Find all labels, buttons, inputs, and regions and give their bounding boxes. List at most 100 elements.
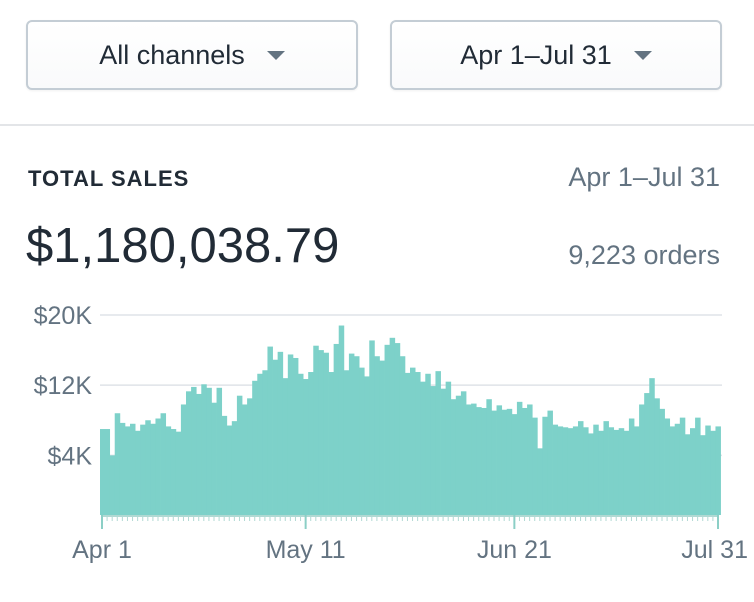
bar xyxy=(481,407,487,515)
bar xyxy=(450,399,457,515)
bar xyxy=(313,345,319,515)
bar xyxy=(140,424,146,515)
bar xyxy=(180,404,187,515)
bar xyxy=(496,405,503,515)
bar xyxy=(226,425,233,515)
bar xyxy=(527,404,533,515)
bar xyxy=(603,421,609,515)
bar xyxy=(399,356,406,515)
bar xyxy=(343,370,350,515)
x-tick-label: Jul 31 xyxy=(681,536,748,564)
bar xyxy=(135,430,141,515)
y-tick-label: $20K xyxy=(34,302,93,330)
bar xyxy=(608,427,615,515)
bar xyxy=(272,359,279,515)
bar xyxy=(145,420,151,515)
bar xyxy=(455,395,462,515)
bar xyxy=(323,352,329,515)
bar xyxy=(593,424,599,515)
bar xyxy=(557,426,564,515)
bar xyxy=(318,350,324,515)
bar xyxy=(501,409,508,515)
bar xyxy=(231,421,238,515)
bar xyxy=(522,407,528,515)
bar xyxy=(445,381,452,515)
sales-chart: $4K $12K $20K Apr 1 May 11 Jun 21 Jul 31 xyxy=(34,302,748,564)
channel-dropdown[interactable]: All channels xyxy=(26,20,358,90)
bar xyxy=(201,384,207,515)
y-tick-label: $4K xyxy=(48,442,93,470)
bar xyxy=(359,367,365,515)
bar xyxy=(684,434,691,515)
total-sales-value: $1,180,038.79 xyxy=(26,219,340,273)
bar xyxy=(674,423,681,515)
bar xyxy=(216,387,223,515)
card-date-range: Apr 1–Jul 31 xyxy=(568,162,720,192)
bar xyxy=(486,399,492,515)
bar xyxy=(491,410,497,515)
orders-count: 9,223 orders xyxy=(568,240,720,270)
bar xyxy=(369,340,375,515)
bar xyxy=(516,401,523,515)
bar xyxy=(211,402,217,515)
bar xyxy=(476,407,482,515)
bar xyxy=(282,378,289,515)
bar xyxy=(364,376,370,515)
filter-bar: All channels Apr 1–Jul 31 xyxy=(0,0,754,126)
bar xyxy=(715,426,721,515)
bar xyxy=(155,418,161,515)
bar xyxy=(700,435,706,515)
bar xyxy=(598,430,604,515)
bar xyxy=(664,418,671,515)
card-title: TOTAL SALES xyxy=(28,166,190,191)
bar xyxy=(542,416,548,515)
bar xyxy=(252,380,258,515)
bar xyxy=(100,429,106,515)
bar xyxy=(333,343,340,515)
bar xyxy=(287,354,294,515)
bar xyxy=(425,373,431,515)
bar xyxy=(374,356,380,515)
bar xyxy=(695,417,701,515)
date-range-dropdown[interactable]: Apr 1–Jul 31 xyxy=(390,20,722,90)
bar xyxy=(578,421,584,515)
bar xyxy=(659,408,665,515)
bar xyxy=(649,378,655,515)
bar xyxy=(583,427,589,515)
bar xyxy=(430,386,436,515)
x-tick-label: Apr 1 xyxy=(72,536,132,564)
bar xyxy=(389,337,396,515)
bar xyxy=(379,360,385,515)
bar xyxy=(308,372,314,515)
bar xyxy=(328,372,335,515)
bar xyxy=(471,403,477,515)
bar xyxy=(562,427,569,515)
bar xyxy=(532,417,538,515)
bar xyxy=(257,373,263,515)
bar xyxy=(267,346,273,515)
bar xyxy=(292,357,299,515)
bar xyxy=(679,417,686,515)
bar xyxy=(109,455,116,515)
bar xyxy=(466,404,472,515)
bar xyxy=(710,430,716,515)
bar xyxy=(165,426,172,515)
y-tick-label: $12K xyxy=(34,372,93,400)
bar xyxy=(303,379,309,515)
bar xyxy=(537,448,543,515)
bar xyxy=(277,351,284,515)
bar xyxy=(639,404,645,515)
bar xyxy=(410,367,416,515)
bar xyxy=(298,373,304,515)
bar xyxy=(206,387,212,515)
bar xyxy=(119,422,126,515)
bar xyxy=(628,418,635,515)
x-tick-label: May 11 xyxy=(266,536,346,564)
bar xyxy=(460,391,467,515)
bar xyxy=(511,414,518,515)
bar xyxy=(634,426,640,515)
chevron-down-icon xyxy=(266,50,285,60)
date-range-dropdown-label: Apr 1–Jul 31 xyxy=(460,39,612,70)
bar xyxy=(186,391,192,515)
bar xyxy=(547,410,553,515)
